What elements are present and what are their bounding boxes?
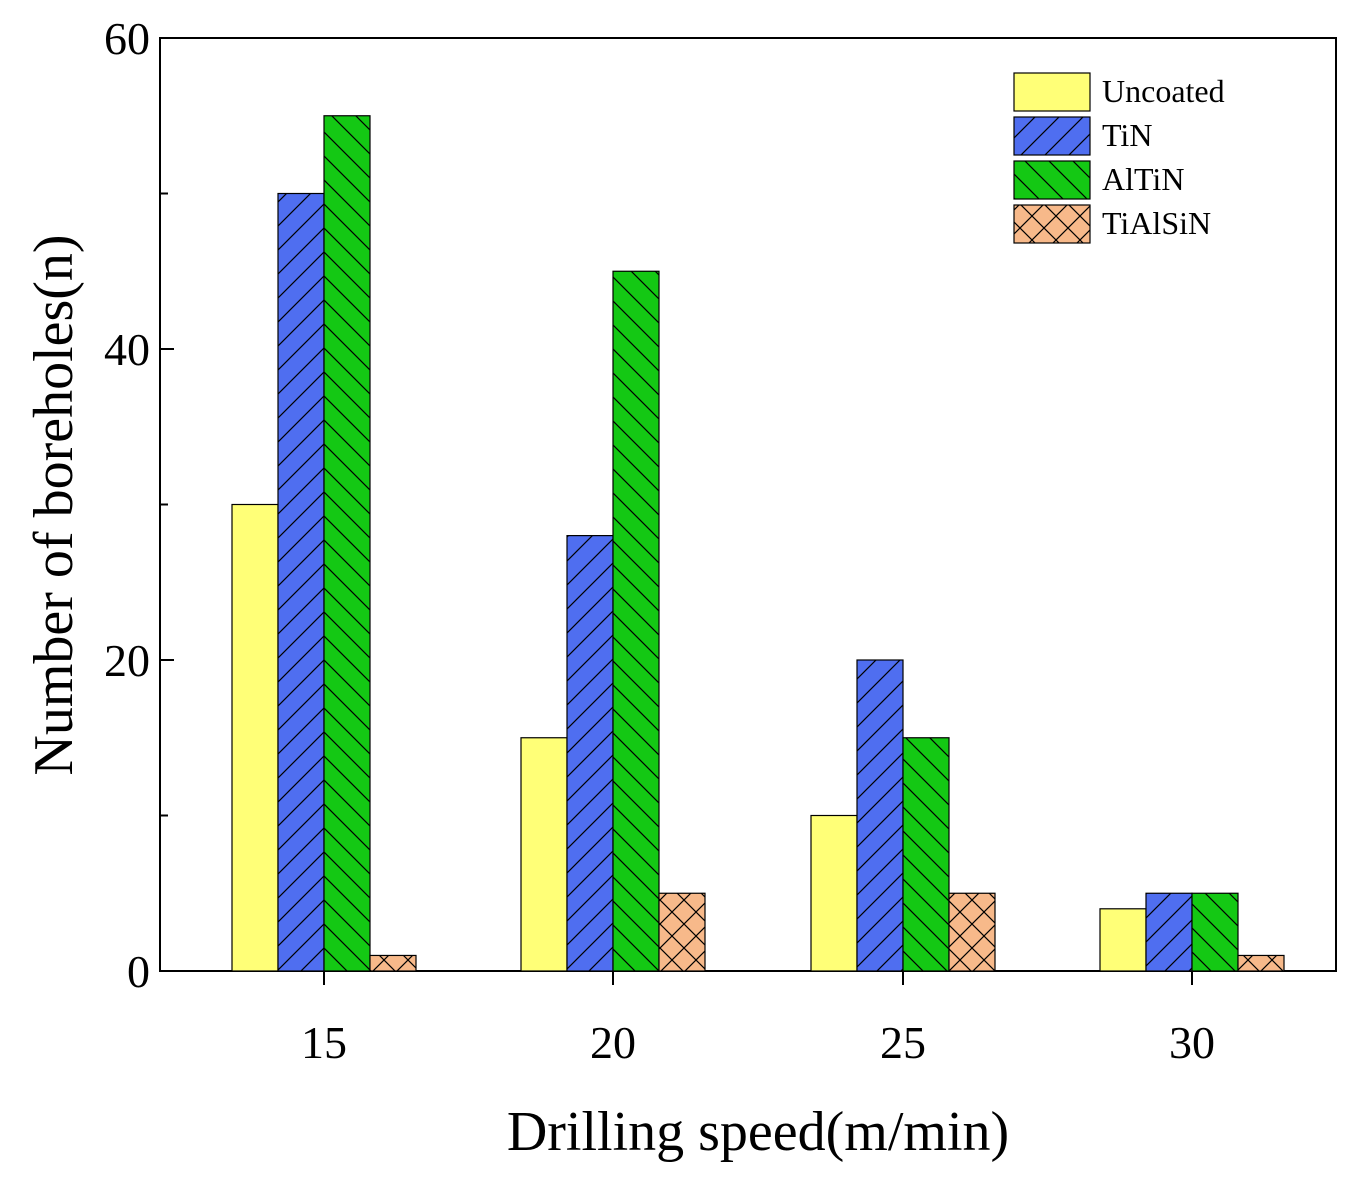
legend-label-tialsin: TiAlSiN xyxy=(1102,205,1211,241)
bar-uncoated-25 xyxy=(810,814,858,972)
legend-swatch-altin-hatch xyxy=(1014,161,1090,199)
legend-label-tin: TiN xyxy=(1102,117,1152,153)
bar-tin-25-hatch xyxy=(857,660,903,971)
y-axis-title: Number of boreholes(n) xyxy=(23,234,85,775)
bar-altin-15-hatch xyxy=(324,115,370,971)
bar-tin-15-hatch xyxy=(278,193,324,971)
bar-tin-30-hatch xyxy=(1146,893,1192,971)
bar-uncoated-30 xyxy=(1099,908,1147,972)
legend: Uncoated TiN AlTiN TiAlSiN xyxy=(1013,72,1225,244)
legend-swatch-tin-hatch xyxy=(1014,117,1090,155)
bar-tin-20-hatch xyxy=(567,535,613,971)
y-axis: 0 20 40 60 xyxy=(104,13,174,997)
legend-swatch-uncoated xyxy=(1013,72,1091,112)
y-tick-label: 20 xyxy=(104,635,150,686)
legend-swatch-tialsin-hatch xyxy=(1014,205,1090,243)
bar-tialsin-30-hatch xyxy=(1238,955,1284,971)
bar-tialsin-20-hatch xyxy=(659,893,705,971)
legend-label-uncoated: Uncoated xyxy=(1102,73,1225,109)
bar-tialsin-15-hatch xyxy=(370,955,416,971)
y-tick-label: 40 xyxy=(104,324,150,375)
y-tick-label: 60 xyxy=(104,13,150,64)
x-axis-title: Drilling speed(m/min) xyxy=(507,1101,1009,1163)
y-tick-label: 0 xyxy=(127,946,150,997)
bar-altin-20-hatch xyxy=(613,271,659,971)
x-tick-label: 20 xyxy=(590,1017,636,1068)
x-tick-label: 15 xyxy=(301,1017,347,1068)
bar-uncoated-15 xyxy=(231,503,279,972)
bars-layer xyxy=(231,115,1285,972)
x-tick-label: 30 xyxy=(1169,1017,1215,1068)
legend-label-altin: AlTiN xyxy=(1102,161,1184,197)
bar-altin-25-hatch xyxy=(903,737,949,971)
x-tick-label: 25 xyxy=(880,1017,926,1068)
bar-uncoated-20 xyxy=(520,737,568,972)
x-axis: 15 20 25 30 xyxy=(301,971,1215,1068)
bar-tialsin-25-hatch xyxy=(949,893,995,971)
bar-altin-30-hatch xyxy=(1192,893,1238,971)
